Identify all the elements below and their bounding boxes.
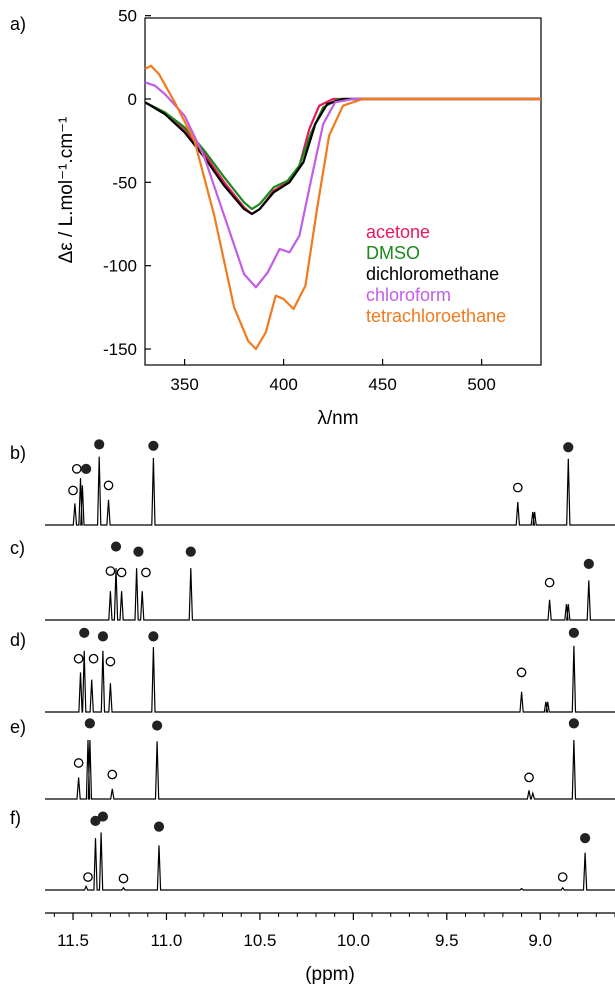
nmr-panel-e: e) <box>10 717 615 800</box>
cd-x-axis-title: λ/nm <box>317 408 358 429</box>
legend-entry-DMSO: DMSO <box>366 243 420 263</box>
filled-circle-marker <box>583 558 594 569</box>
cd-y-axis-title: Δε / L.mol⁻¹.cm⁻¹ <box>56 117 77 264</box>
cd-y-tick-label: 50 <box>118 7 137 26</box>
panel-label: c) <box>10 538 25 558</box>
legend-entry-dichloromethane: dichloromethane <box>366 264 499 284</box>
nmr-spectrum-trace <box>45 456 615 526</box>
nmr-x-tick-label: 9.0 <box>528 931 552 950</box>
nmr-panel-c: c) <box>10 538 615 621</box>
filled-circle-marker <box>97 811 109 822</box>
nmr-x-axis: 11.5 11.0 10.5 10.0 9.5 9.0 <box>53 913 615 950</box>
filled-circle-marker <box>133 546 144 557</box>
filled-circle-marker <box>90 815 101 826</box>
filled-circle-marker <box>148 631 159 642</box>
nmr-x-tick-label: 10.5 <box>243 931 276 950</box>
cd-series-group <box>144 64 541 351</box>
filled-circle-marker <box>148 440 159 451</box>
filled-circle-marker <box>185 546 196 557</box>
filled-circle-marker <box>563 442 574 453</box>
filled-circle-marker <box>568 627 579 638</box>
panel-label: e) <box>10 717 26 737</box>
cd-y-tick-label: -150 <box>103 340 137 359</box>
panel-label: d) <box>10 630 26 650</box>
nmr-x-tick-label: 11.0 <box>151 931 183 950</box>
filled-circle-marker <box>97 631 109 642</box>
open-circle-marker <box>105 656 116 667</box>
open-circle-marker <box>544 577 555 588</box>
nmr-x-tick-label: 11.5 <box>57 931 89 950</box>
cd-chart: a) 500-50-100-150 350 400 450 500 acetoneDM… <box>10 7 542 429</box>
nmr-x-tick-label: 10.0 <box>337 931 370 950</box>
nmr-panel-b: b) <box>10 439 615 526</box>
cd-y-tick-label: -100 <box>103 257 137 276</box>
open-circle-marker <box>103 480 114 491</box>
open-circle-marker <box>107 769 118 780</box>
nmr-spectrum-trace <box>45 739 615 800</box>
nmr-spectrum-trace <box>45 568 615 621</box>
open-circle-marker <box>524 772 534 783</box>
open-circle-marker <box>512 482 523 493</box>
filled-circle-marker <box>84 718 95 729</box>
nmr-chart: b) c) d) e) f) 11.5 11.0 10.5 10.0 9.5 9.0 (ppm) <box>10 439 615 985</box>
cd-series-chloroform <box>144 81 541 289</box>
nmr-panel-d: d) <box>10 627 615 713</box>
open-circle-marker <box>83 872 93 882</box>
filled-circle-marker <box>153 821 165 832</box>
cd-x-tick-label: 400 <box>269 375 297 394</box>
open-circle-marker <box>73 758 84 768</box>
filled-circle-marker <box>110 541 122 552</box>
open-circle-marker <box>88 653 99 664</box>
filled-circle-marker <box>568 718 579 729</box>
open-circle-marker <box>141 567 151 578</box>
filled-circle-marker <box>79 627 90 638</box>
open-circle-marker <box>71 463 82 474</box>
open-circle-marker <box>118 873 129 884</box>
cd-series-tetrachloroethane <box>144 64 541 351</box>
open-circle-marker <box>105 566 116 576</box>
nmr-spectrum-trace <box>45 832 615 891</box>
open-circle-marker <box>73 653 84 664</box>
cd-y-tick-label: 0 <box>128 90 137 109</box>
legend-entry-tetrachloroethane: tetrachloroethane <box>366 306 506 326</box>
cd-plot-frame <box>144 17 542 366</box>
cd-y-axis: 50 0 -50 -100 -150 <box>103 7 151 359</box>
panel-label: f) <box>10 808 21 828</box>
cd-legend: acetoneDMSOdichloromethanechloroformtetr… <box>366 222 506 326</box>
open-circle-marker <box>68 485 78 496</box>
filled-circle-marker <box>579 833 591 844</box>
legend-entry-acetone: acetone <box>366 222 430 242</box>
filled-circle-marker <box>152 720 163 731</box>
filled-circle-marker <box>81 463 92 474</box>
nmr-spectrum-trace <box>45 645 615 713</box>
open-circle-marker <box>557 872 568 882</box>
legend-entry-chloroform: chloroform <box>366 285 451 305</box>
cd-y-tick-label: -50 <box>112 173 137 192</box>
nmr-x-tick-label: 9.5 <box>435 931 459 950</box>
cd-x-tick-label: 450 <box>368 375 396 394</box>
nmr-x-axis-title: (ppm) <box>305 964 355 985</box>
nmr-panel-f: f) <box>10 808 615 891</box>
cd-x-tick-label: 500 <box>467 375 495 394</box>
panel-label: b) <box>10 443 26 463</box>
cd-x-tick-label: 350 <box>170 375 198 394</box>
nmr-panels: b) c) d) e) f) <box>10 439 615 891</box>
cd-x-axis: 350 400 450 500 <box>170 359 496 394</box>
open-circle-marker <box>116 567 127 578</box>
open-circle-marker <box>516 667 527 678</box>
panel-label-a: a) <box>10 14 26 34</box>
filled-circle-marker <box>94 439 105 450</box>
